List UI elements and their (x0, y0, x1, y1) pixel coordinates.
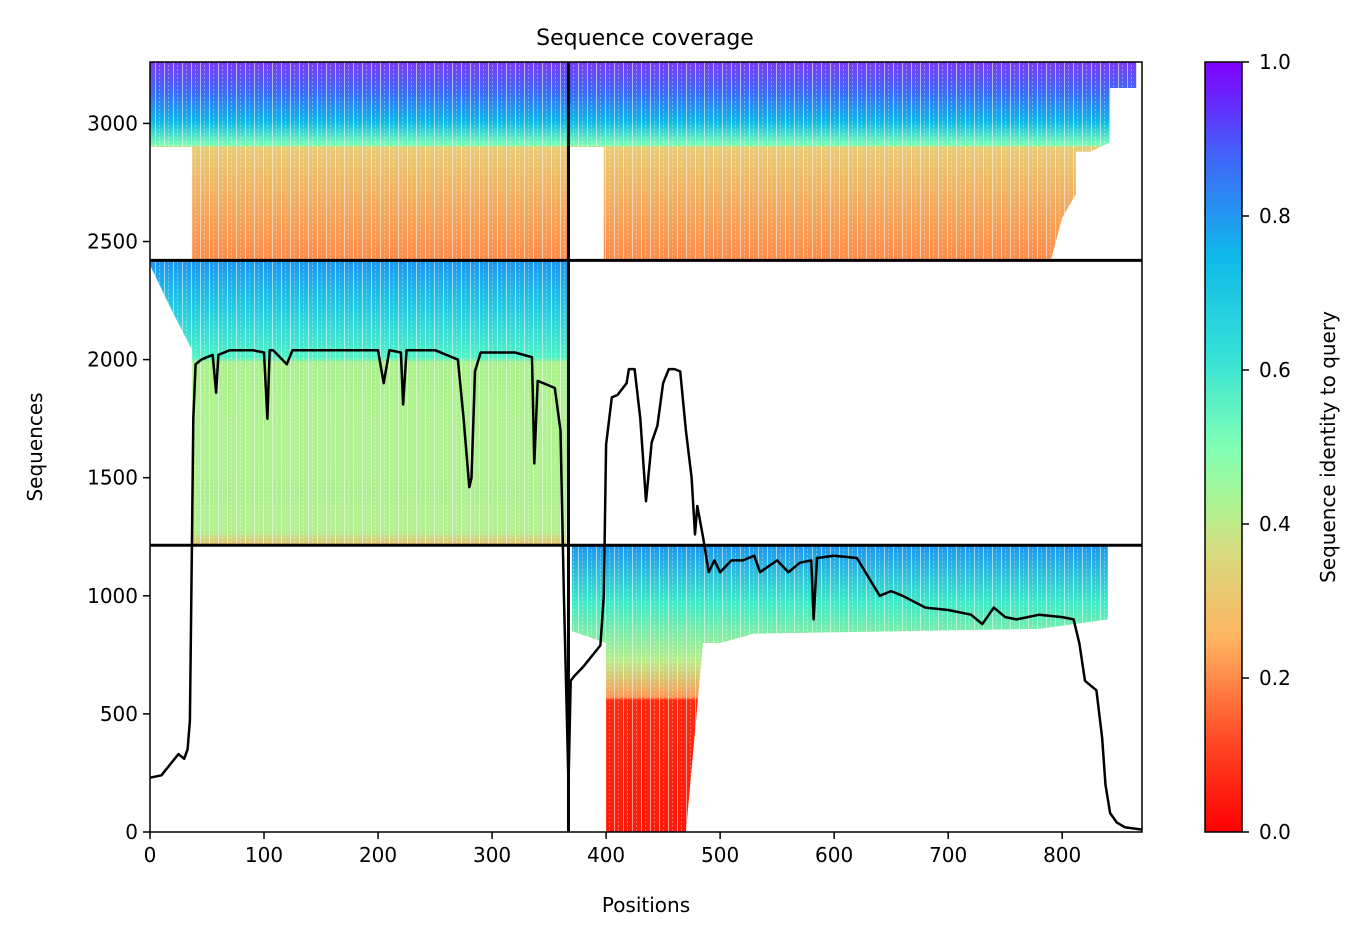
chart-title: Sequence coverage (536, 26, 754, 51)
colorbar: Sequence identity to query 0.0 0.2 0.4 0.6 0… (1204, 50, 1340, 844)
colorbar-label: Sequence identity to query (1316, 311, 1340, 583)
coverage-line (149, 348, 1143, 831)
y-tick-label: 500 (100, 702, 138, 726)
block-upper-left-gaps (150, 62, 569, 261)
axes-frame (149, 61, 1143, 833)
x-tick-label: 0 (144, 843, 157, 867)
colorbar-tick-label: 0.8 (1259, 204, 1291, 228)
x-tick-label: 600 (815, 843, 853, 867)
colorbar-gradient (1204, 61, 1243, 833)
block-upper-right-gaps (568, 62, 1137, 261)
x-tick-label: 200 (359, 843, 397, 867)
y-tick-label: 1500 (87, 466, 138, 490)
x-tick-label: 700 (929, 843, 967, 867)
x-tick-label: 800 (1043, 843, 1081, 867)
colorbar-tick-label: 0.6 (1259, 358, 1291, 382)
colorbar-tick-label: 0.0 (1259, 820, 1291, 844)
x-tick-label: 300 (473, 843, 511, 867)
x-axis-label: Positions (602, 893, 690, 917)
block-middle-left-gaps (150, 260, 569, 546)
y-axis-label: Sequences (23, 392, 47, 501)
y-tick-label: 1000 (87, 584, 138, 608)
y-tick-label: 0 (125, 820, 138, 844)
y-tick-label: 2500 (87, 230, 138, 254)
x-tick-label: 400 (587, 843, 625, 867)
colorbar-tick-label: 0.2 (1259, 666, 1291, 690)
colorbar-tick-label: 0.4 (1259, 512, 1291, 536)
colorbar-tick-label: 1.0 (1259, 50, 1291, 74)
y-tick-label: 2000 (87, 348, 138, 372)
x-tick-label: 500 (701, 843, 739, 867)
x-tick-label: 100 (245, 843, 283, 867)
y-tick-label: 3000 (87, 111, 138, 135)
plot-area: 0 100 200 300 400 500 600 700 800 0 500 1000 1500 200… (87, 61, 1143, 867)
